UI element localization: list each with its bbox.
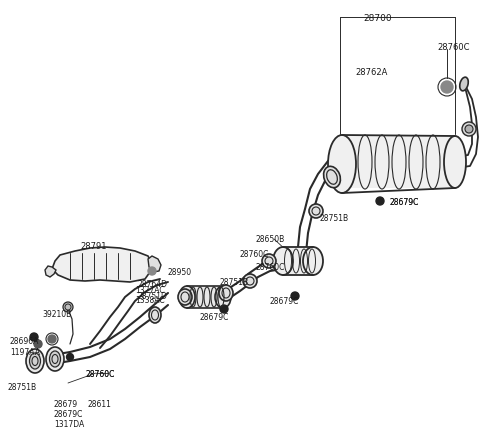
Text: 28762A: 28762A — [355, 68, 387, 77]
Ellipse shape — [303, 247, 323, 275]
Text: 28751B: 28751B — [8, 382, 37, 391]
Text: 28760C: 28760C — [256, 262, 286, 271]
Text: 28679C: 28679C — [54, 409, 84, 418]
Polygon shape — [52, 247, 152, 283]
Polygon shape — [45, 266, 56, 277]
Ellipse shape — [460, 78, 468, 92]
Circle shape — [34, 340, 42, 348]
Text: 28679C: 28679C — [390, 197, 420, 206]
Bar — [283, 247, 313, 275]
Text: 28650B: 28650B — [255, 234, 284, 243]
Ellipse shape — [149, 307, 161, 323]
Polygon shape — [148, 256, 161, 272]
Ellipse shape — [49, 351, 60, 367]
Text: 28679C: 28679C — [270, 296, 300, 305]
Ellipse shape — [215, 286, 231, 308]
Text: 28751B: 28751B — [320, 214, 349, 222]
Text: 1327AC: 1327AC — [135, 286, 165, 294]
Ellipse shape — [243, 274, 257, 289]
Ellipse shape — [309, 205, 323, 218]
Ellipse shape — [178, 289, 192, 305]
Text: 1317DA: 1317DA — [54, 419, 84, 428]
Text: 28679C: 28679C — [390, 197, 420, 206]
Circle shape — [63, 302, 73, 312]
Text: 1197AA: 1197AA — [10, 347, 40, 356]
Text: 28760C: 28760C — [86, 369, 115, 378]
Circle shape — [291, 292, 299, 300]
Ellipse shape — [273, 247, 293, 275]
Circle shape — [148, 267, 156, 275]
Circle shape — [48, 335, 56, 343]
Text: 28760C: 28760C — [437, 43, 469, 52]
Ellipse shape — [328, 136, 356, 194]
Bar — [342, 137, 455, 189]
Ellipse shape — [219, 286, 233, 301]
Text: 28679: 28679 — [54, 399, 78, 408]
Ellipse shape — [29, 353, 40, 369]
Text: 28611: 28611 — [88, 399, 112, 408]
Text: 28760C: 28760C — [240, 249, 269, 258]
Bar — [187, 286, 223, 308]
Circle shape — [376, 197, 384, 206]
Text: 28679C: 28679C — [200, 312, 229, 321]
Ellipse shape — [46, 347, 64, 371]
Text: 28751B: 28751B — [220, 277, 249, 286]
Ellipse shape — [26, 349, 44, 373]
Text: 28700: 28700 — [363, 14, 392, 23]
Ellipse shape — [179, 286, 195, 308]
Text: 1338AC: 1338AC — [135, 295, 165, 304]
Ellipse shape — [444, 137, 466, 189]
Ellipse shape — [462, 123, 476, 137]
Text: 28760C: 28760C — [86, 369, 115, 378]
Text: 28751D: 28751D — [138, 291, 168, 300]
Ellipse shape — [324, 167, 340, 188]
Text: 28950: 28950 — [168, 267, 192, 276]
Text: 39210B: 39210B — [42, 309, 71, 318]
Circle shape — [220, 305, 228, 313]
Text: 28764D: 28764D — [138, 280, 168, 289]
Text: 28791: 28791 — [80, 241, 107, 250]
Circle shape — [67, 354, 73, 361]
Circle shape — [441, 82, 453, 94]
Text: 28696A: 28696A — [10, 336, 39, 345]
Circle shape — [30, 333, 38, 341]
Ellipse shape — [465, 126, 473, 134]
Ellipse shape — [262, 255, 276, 268]
